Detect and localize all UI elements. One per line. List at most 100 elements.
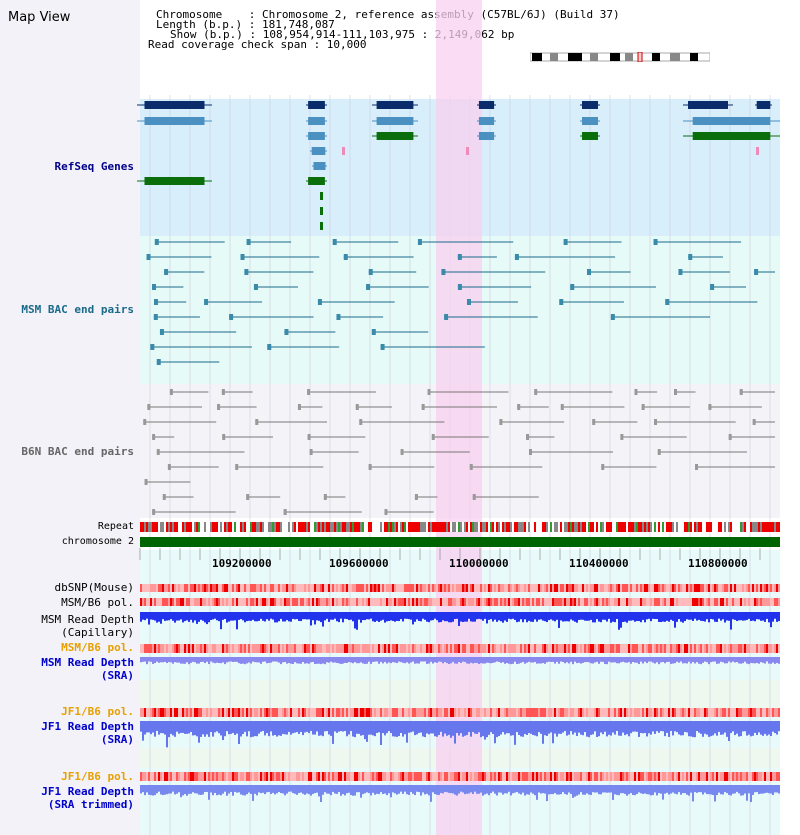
- msm-bac-end: [152, 284, 157, 290]
- jf1-depth-bar: [304, 721, 306, 733]
- msm-depth-capillary-bar: [684, 612, 686, 622]
- jf1-pol-heat: [188, 708, 190, 717]
- repeat-block: [148, 522, 150, 532]
- jf1-depth-trimmed-bar: [648, 785, 650, 795]
- jf1-pol-trimmed-heat: [154, 772, 156, 781]
- repeat-block: [452, 522, 454, 532]
- jf1-pol-trimmed-heat: [524, 772, 526, 781]
- jf1-pol-trimmed-heat: [542, 772, 544, 781]
- msm-depth-sra-bar: [562, 657, 564, 662]
- jf1-depth-bar: [490, 721, 492, 733]
- msm-pol-heat: [424, 598, 426, 606]
- msm-depth-sra-bar: [268, 657, 270, 663]
- msm-pol-sra-heat: [500, 644, 502, 653]
- msm-pol-sra-heat: [266, 644, 268, 653]
- repeat-block: [590, 522, 592, 532]
- jf1-depth-bar: [538, 721, 540, 733]
- msm-pol-sra-heat: [720, 644, 722, 653]
- msm-pol-heat: [426, 598, 428, 606]
- jf1-depth-bar: [400, 721, 402, 733]
- jf1-pol-trimmed-heat: [502, 772, 504, 781]
- msm-pol-sra-heat: [214, 644, 216, 653]
- jf1-depth-trimmed-bar: [494, 785, 496, 794]
- dbsnp-heat: [204, 584, 206, 592]
- jf1-depth-trimmed-bar: [698, 785, 700, 793]
- b6n-bac-end: [309, 449, 313, 455]
- jf1-pol-trimmed-heat: [434, 772, 436, 781]
- b6n-bac-label[interactable]: B6N BAC end pairs: [21, 445, 134, 458]
- msm-depth-capillary-bar: [430, 612, 432, 621]
- jf1-depth-trimmed-bar: [404, 785, 406, 792]
- msm-pol-heat: [624, 598, 626, 606]
- dbsnp-heat: [324, 584, 326, 592]
- jf1-depth-trimmed-bar: [258, 785, 260, 793]
- msm-depth-capillary-bar: [322, 612, 324, 627]
- jf1-depth-bar: [228, 721, 230, 735]
- dbsnp-heat: [206, 584, 208, 592]
- msm-pol-heat: [346, 598, 348, 606]
- jf1-depth-bar: [350, 721, 352, 732]
- jf1-depth-trimmed-bar: [264, 785, 266, 795]
- msm-pol-heat: [244, 598, 246, 606]
- msm-pol-heat: [664, 598, 666, 606]
- msm-pol-sra-heat: [576, 644, 578, 653]
- jf1-pol-heat: [358, 708, 360, 717]
- jf1-depth-trimmed-bar: [200, 785, 202, 795]
- msm-pol-heat: [612, 598, 614, 606]
- msm-depth-sra-bar: [598, 657, 600, 664]
- jf1-depth-bar: [264, 721, 266, 736]
- refseq-label[interactable]: RefSeq Genes: [54, 160, 134, 173]
- msm-depth-capillary-bar: [392, 612, 394, 621]
- jf1-pol-trimmed-heat: [254, 772, 256, 781]
- msm-depth-sra-bar: [552, 657, 554, 662]
- jf1-pol-heat: [576, 708, 578, 717]
- jf1-pol-heat: [734, 708, 736, 717]
- msm-bac-end: [441, 269, 446, 275]
- msm-pol-sra-heat: [626, 644, 628, 653]
- jf1-depth-trimmed-bar: [176, 785, 178, 794]
- msm-depth-sra-bar: [672, 657, 674, 664]
- msm-pol-heat: [196, 598, 198, 606]
- msm-pol-heat: [720, 598, 722, 606]
- msm-depth-sra-bar: [586, 657, 588, 662]
- msm-depth-capillary-bar: [140, 612, 142, 622]
- msm-pol-heat: [456, 598, 458, 606]
- jf1-depth-bar: [648, 721, 650, 734]
- dbsnp-heat: [586, 584, 588, 592]
- dbsnp-heat: [686, 584, 688, 592]
- jf1-pol-trimmed-heat: [242, 772, 244, 781]
- msm-pol-sra-heat: [684, 644, 686, 653]
- jf1-pol-trimmed-heat: [498, 772, 500, 781]
- jf1-depth-trimmed-bar: [246, 785, 248, 795]
- jf1-pol-trimmed-heat: [624, 772, 626, 781]
- msm-bac-label[interactable]: MSM BAC end pairs: [21, 303, 134, 316]
- jf1-depth-bar: [690, 721, 692, 737]
- jf1-depth-bar: [442, 721, 444, 737]
- jf1-depth-bar: [286, 721, 288, 735]
- msm-bac-end: [417, 239, 422, 245]
- msm-pol-heat: [238, 598, 240, 606]
- jf1-pol-trimmed-heat: [362, 772, 364, 781]
- chromosome-ideogram[interactable]: [530, 52, 710, 62]
- repeat-block: [284, 522, 286, 532]
- jf1-depth-bar: [158, 721, 160, 735]
- msm-pol-heat: [372, 598, 374, 606]
- jf1-depth-trimmed-bar: [188, 785, 190, 794]
- repeat-block: [702, 522, 704, 532]
- msm-depth-sra-bar: [532, 657, 534, 663]
- msm-pol-heat: [224, 598, 226, 606]
- msm-depth-capillary-bar: [632, 612, 634, 621]
- msm-pol-heat: [202, 598, 204, 606]
- msm-pol-heat: [550, 598, 552, 606]
- dbsnp-heat: [756, 584, 758, 592]
- jf1-depth-trimmed-bar: [660, 785, 662, 794]
- jf1-pol-trimmed-heat: [426, 772, 428, 781]
- jf1-depth-trimmed-bar: [360, 785, 362, 798]
- jf1-depth-bar: [446, 721, 448, 736]
- msm-depth-capillary-bar: [724, 612, 726, 623]
- msm-depth-sra-bar: [758, 657, 760, 664]
- dbsnp-heat: [404, 584, 406, 592]
- jf1-depth-bar: [504, 721, 506, 735]
